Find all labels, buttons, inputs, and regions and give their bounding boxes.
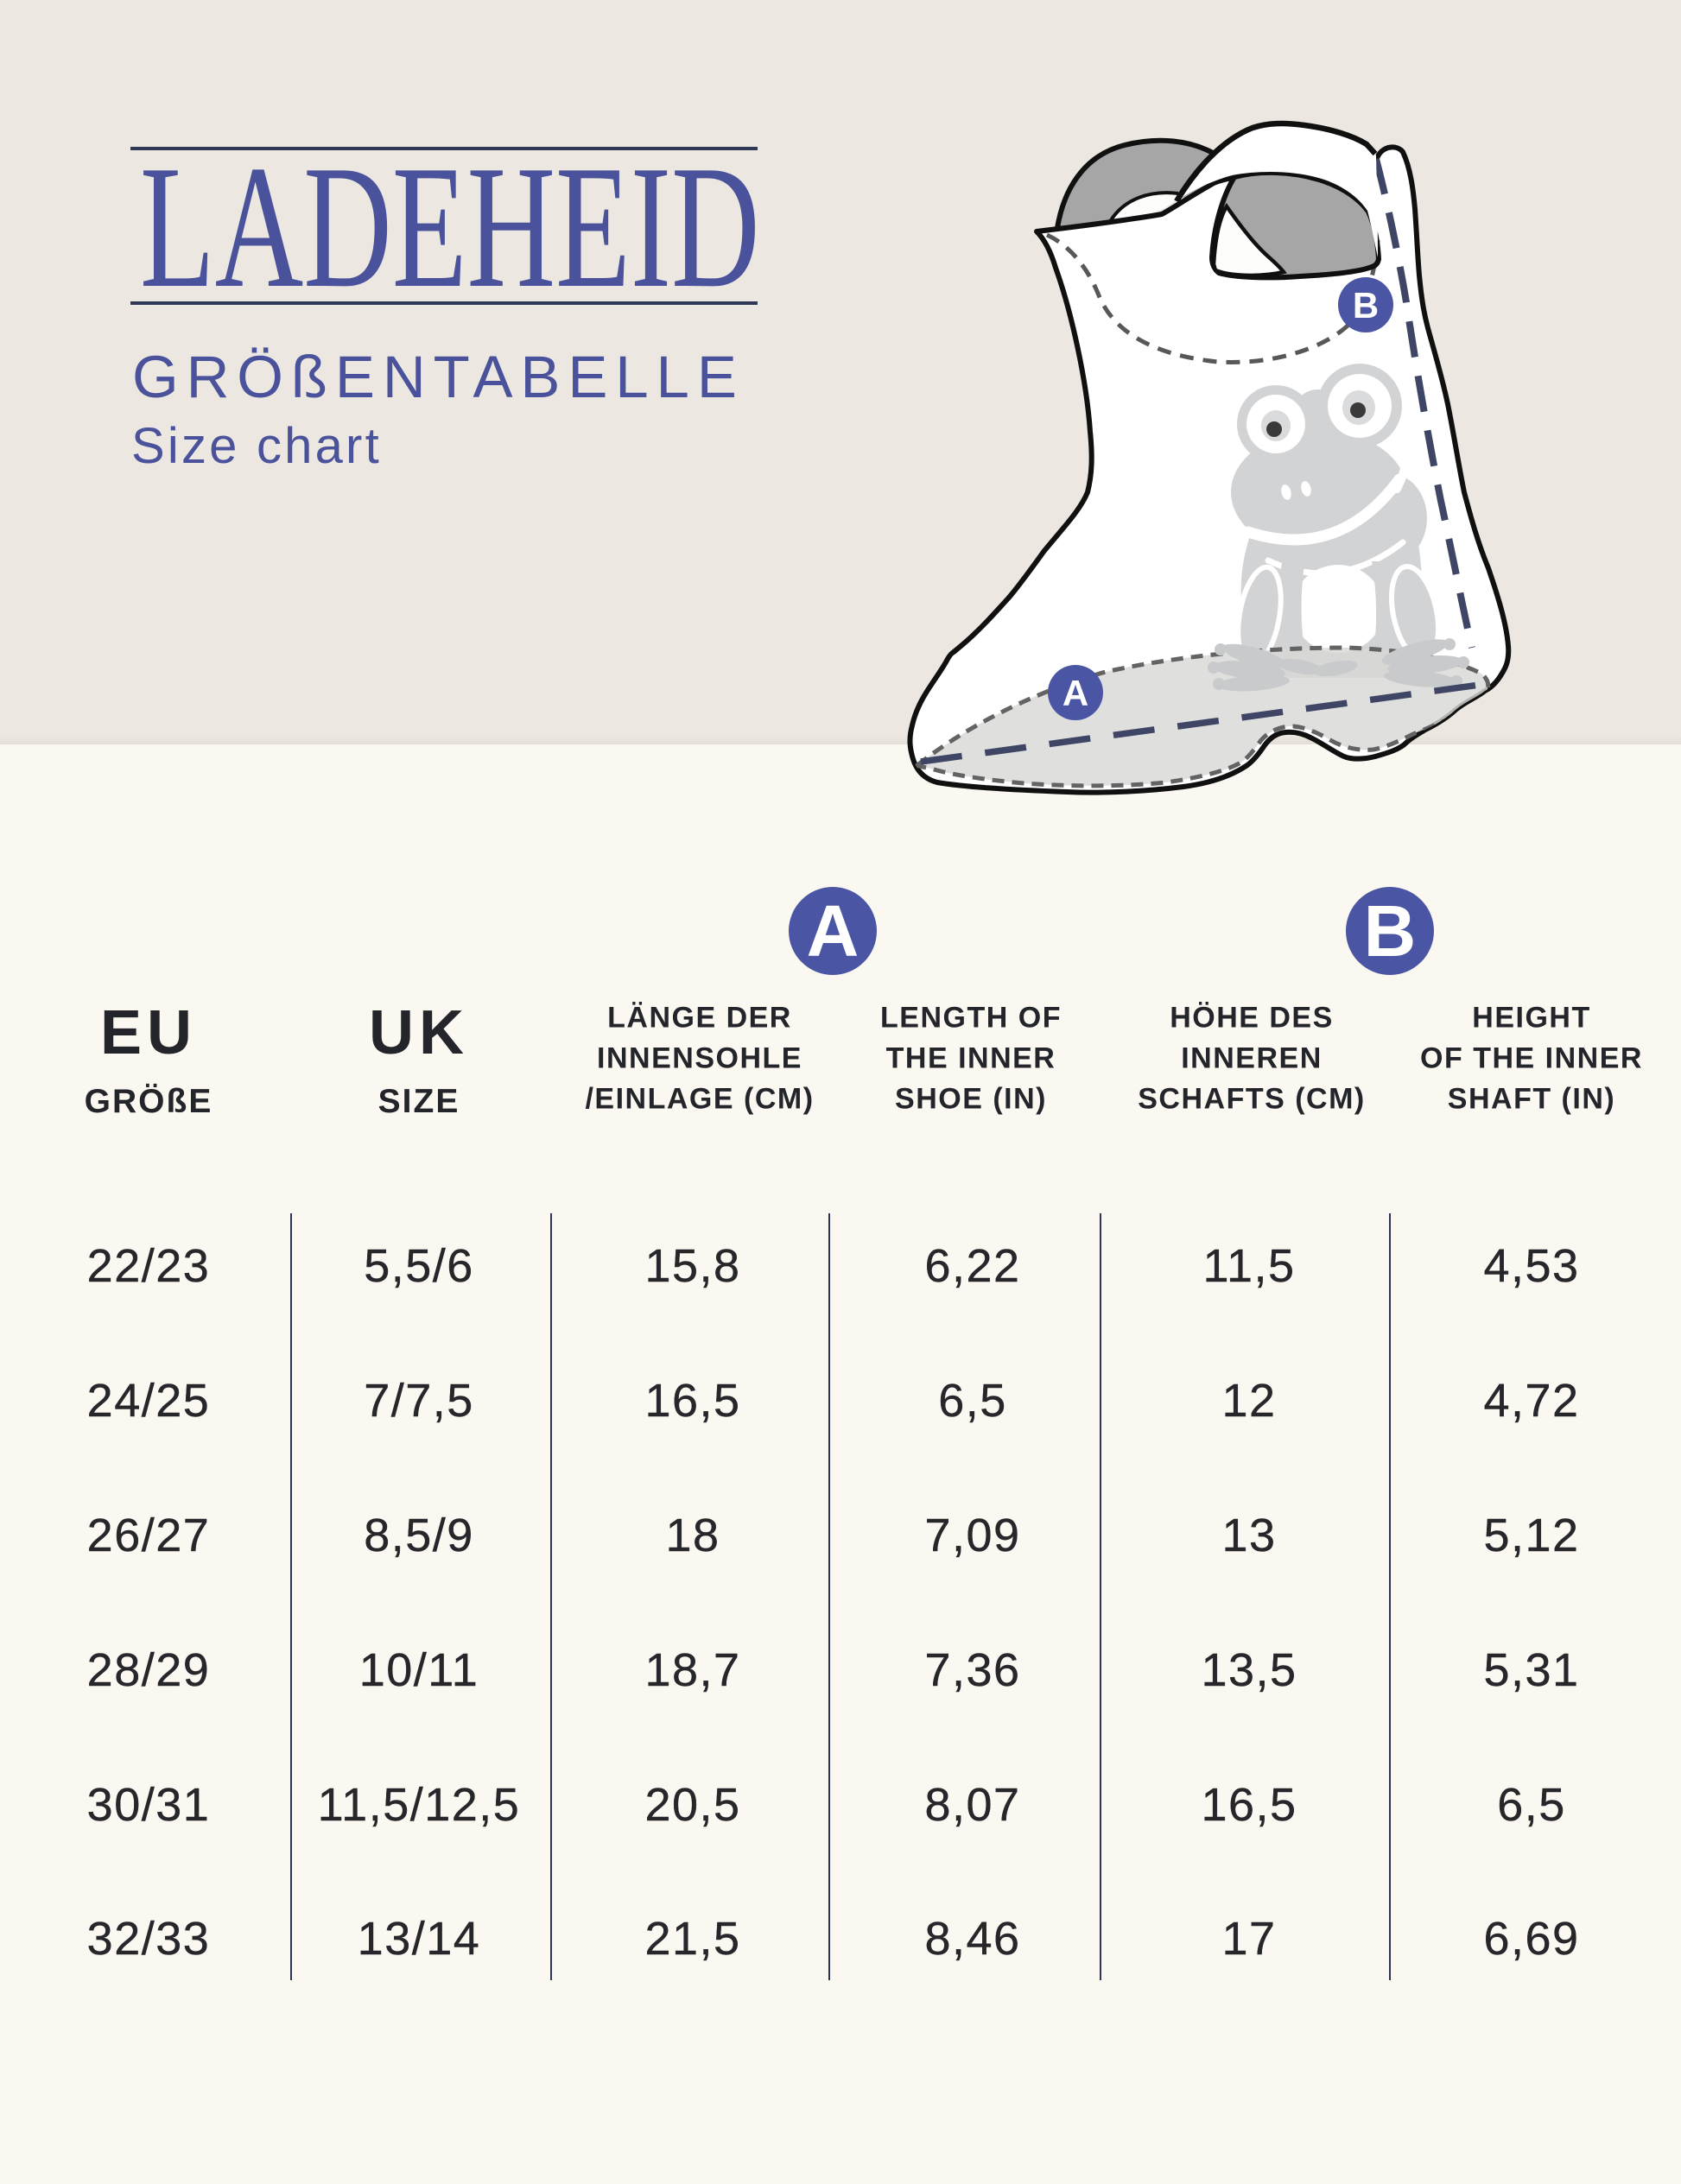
- svg-text:A: A: [1063, 673, 1088, 713]
- svg-text:B: B: [1353, 285, 1379, 326]
